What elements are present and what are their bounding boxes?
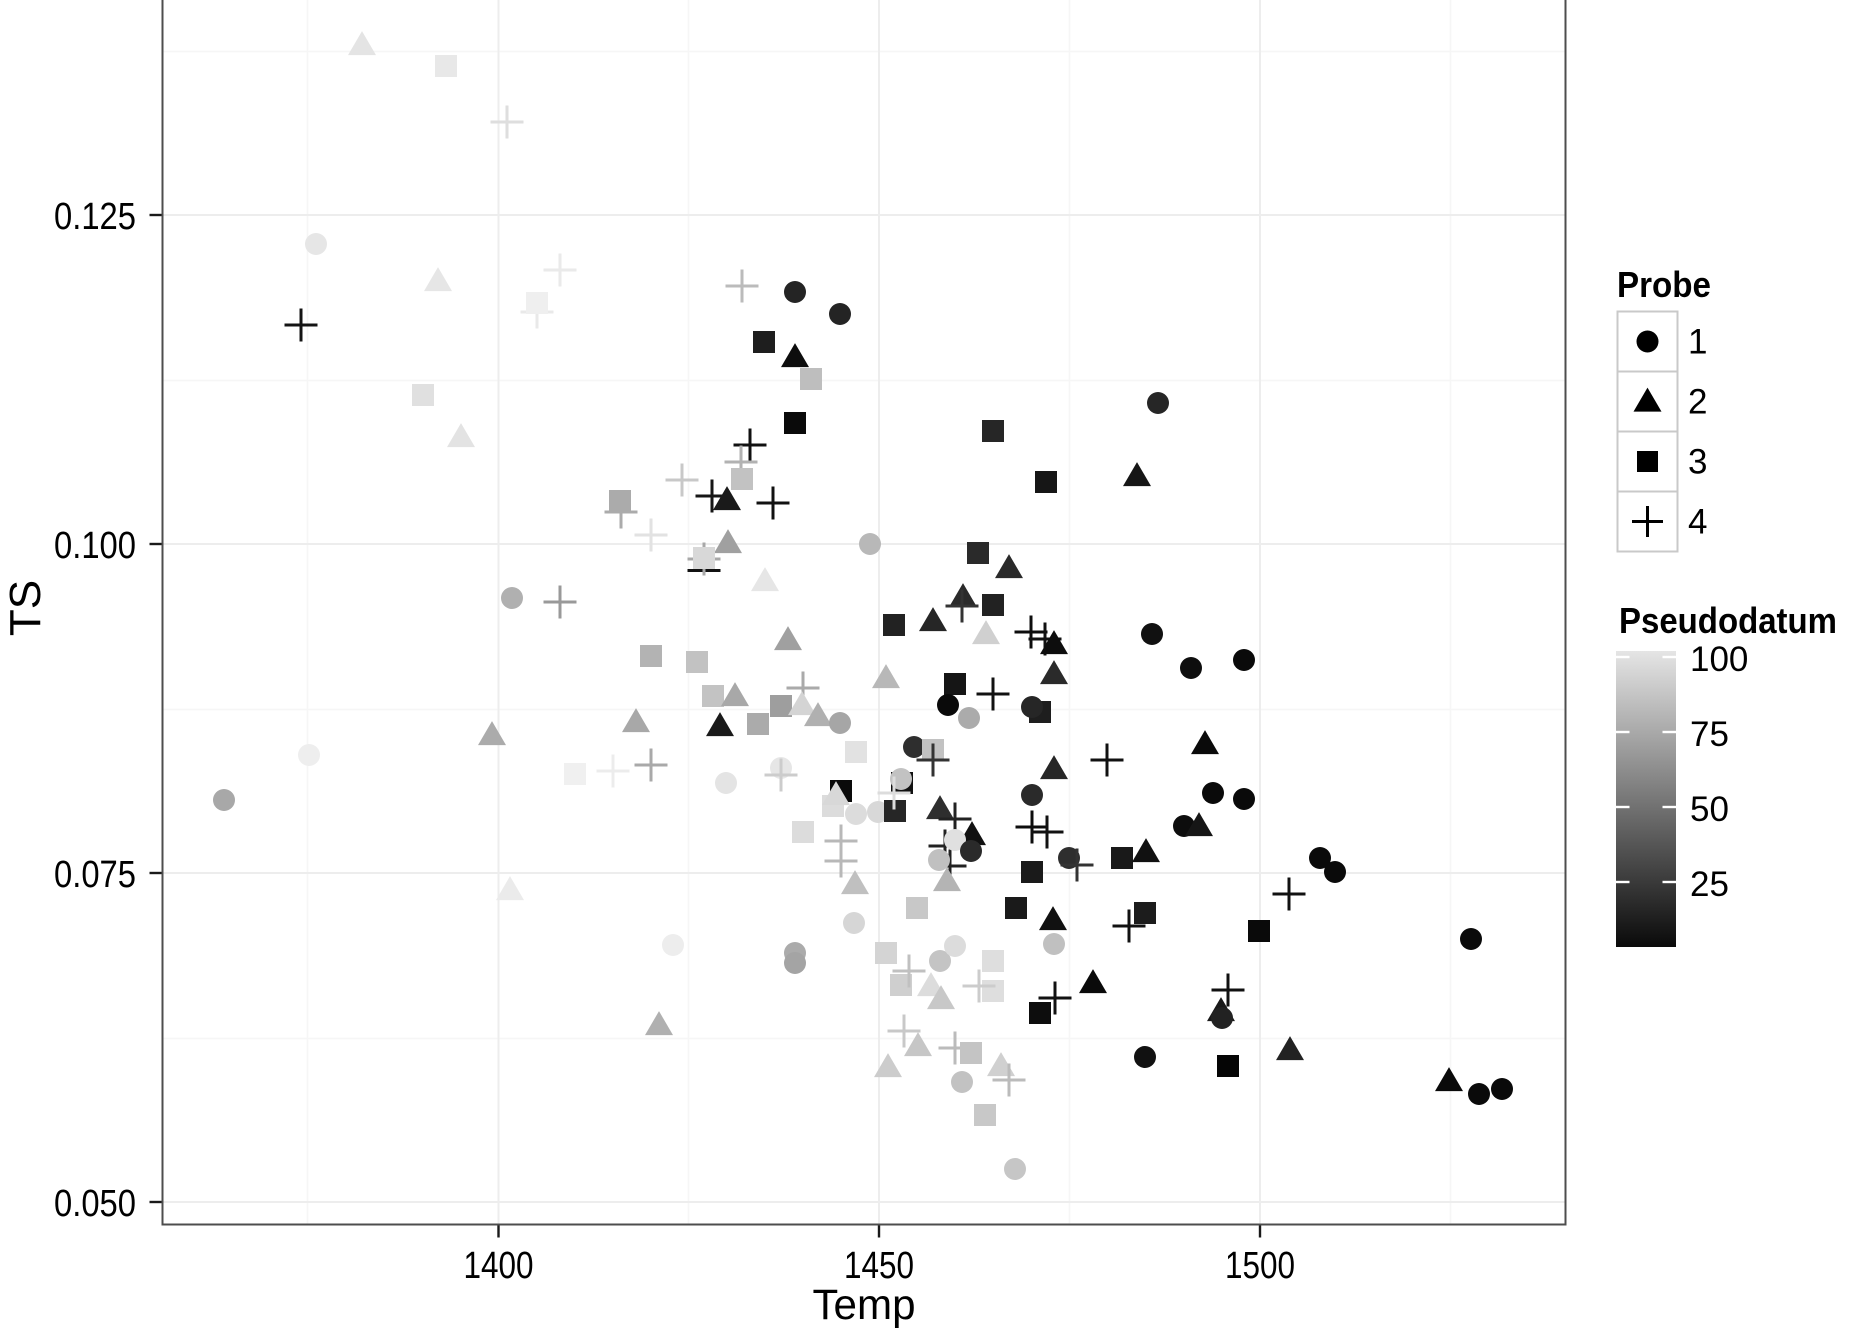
- svg-text:0.075: 0.075: [54, 854, 136, 896]
- svg-text:Temp: Temp: [813, 1281, 916, 1329]
- svg-text:0.125: 0.125: [54, 196, 136, 238]
- svg-text:Pseudodatum: Pseudodatum: [1619, 600, 1837, 641]
- svg-text:Probe: Probe: [1617, 264, 1711, 305]
- svg-text:100: 100: [1690, 640, 1748, 679]
- svg-text:1400: 1400: [464, 1245, 534, 1287]
- svg-text:0.050: 0.050: [54, 1183, 136, 1225]
- svg-text:1: 1: [1688, 323, 1707, 362]
- svg-text:75: 75: [1690, 715, 1729, 754]
- svg-text:50: 50: [1690, 790, 1729, 829]
- svg-text:4: 4: [1688, 503, 1707, 542]
- svg-text:2: 2: [1688, 383, 1707, 422]
- svg-text:TS: TS: [1, 580, 50, 636]
- svg-text:1500: 1500: [1225, 1245, 1295, 1287]
- svg-text:0.100: 0.100: [54, 525, 136, 567]
- svg-text:1450: 1450: [844, 1245, 914, 1287]
- svg-text:3: 3: [1688, 443, 1707, 482]
- svg-text:25: 25: [1690, 865, 1729, 904]
